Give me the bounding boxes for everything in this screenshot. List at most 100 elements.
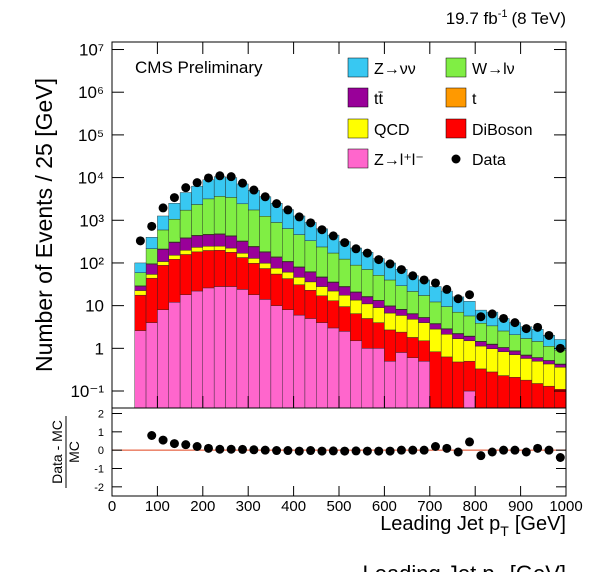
ratio-point: [510, 445, 520, 455]
ratio-point: [465, 437, 475, 447]
ratio-point: [499, 445, 509, 455]
stack-bar: [259, 251, 272, 264]
stack-bar: [270, 305, 283, 408]
ratio-point: [226, 444, 236, 454]
stack-bar: [440, 306, 453, 329]
ratio-y-label: Data - MC MC: [49, 416, 82, 488]
stack-bar: [168, 259, 181, 303]
y-tick-label: 1: [95, 339, 104, 358]
data-point: [533, 322, 543, 332]
stack-bar: [338, 306, 351, 332]
data-point: [510, 318, 520, 328]
stack-bar: [452, 333, 465, 339]
stack-bar: [213, 196, 226, 235]
stack-bar: [191, 290, 203, 408]
stack-bar: [247, 263, 260, 295]
ratio-point: [476, 451, 486, 461]
stack-bar: [350, 299, 362, 314]
x-axis-label: Leading Jet pT [GeV]: [380, 513, 566, 539]
stack-bar: [543, 346, 555, 361]
stack-bar: [202, 250, 215, 289]
stack-bar: [179, 209, 192, 239]
ratio-point: [306, 446, 316, 456]
ratio-y-tick-label: 0: [98, 445, 104, 457]
data-point: [499, 313, 509, 323]
stack-bar: [395, 315, 408, 333]
data-point: [465, 290, 475, 300]
data-point: [351, 244, 361, 254]
stack-bar: [395, 309, 408, 316]
stack-bar: [179, 294, 192, 408]
stack-bar: [247, 246, 260, 259]
ratio-point: [260, 445, 270, 455]
data-point: [135, 236, 145, 246]
stack-bar: [463, 360, 476, 392]
data-point: [294, 212, 304, 222]
legend-swatch: [347, 57, 369, 78]
stack-bar: [247, 294, 260, 408]
legend-swatch: [347, 87, 369, 108]
stack-bar: [270, 268, 283, 275]
stack-bar: [418, 295, 431, 318]
stack-bar: [145, 274, 158, 279]
stack-bar: [316, 286, 328, 297]
ratio-point: [272, 446, 282, 456]
legend-marker: [451, 154, 461, 164]
y-tick-label: 10⁻¹: [70, 382, 104, 401]
stack-bar: [440, 356, 453, 408]
stack-bar: [338, 258, 351, 287]
stack-bar: [282, 309, 294, 408]
stack-bar: [463, 390, 476, 408]
stack-bar: [531, 357, 544, 362]
y-tick-label: 10⁶: [78, 83, 104, 102]
annotation: CMS Preliminary: [135, 58, 263, 77]
legend-swatch: [445, 87, 467, 108]
stack-bar: [509, 354, 521, 378]
lumi-label: 19.7 fb-1 (8 TeV): [446, 8, 566, 28]
ratio-area: [112, 431, 566, 462]
stack-bar: [429, 301, 442, 324]
stack-bar: [282, 271, 294, 279]
data-point: [249, 185, 259, 195]
data-point: [487, 309, 497, 319]
stack-bar: [475, 341, 487, 347]
ratio-point: [294, 446, 304, 456]
stack-bar: [179, 192, 192, 211]
y-tick-label: 10²: [79, 254, 104, 273]
stack-bar: [168, 218, 181, 243]
ratio-point: [317, 446, 327, 456]
stack-bar: [282, 261, 294, 273]
stack-bar: [304, 289, 317, 319]
stack-bar: [259, 262, 272, 269]
stack-bar: [384, 279, 396, 307]
stack-bar: [384, 329, 396, 362]
x-tick-label: 200: [190, 498, 215, 515]
stack-bar: [452, 338, 465, 363]
stack-bar: [293, 284, 306, 316]
stack-bar: [372, 300, 385, 308]
ratio-point: [533, 443, 543, 453]
ratio-point: [555, 453, 565, 462]
stack-bar: [134, 330, 147, 408]
stack-bar: [316, 295, 328, 323]
stack-bar: [361, 318, 374, 349]
lumi-text: 19.7 fb: [446, 9, 498, 28]
legend-label: t: [472, 91, 477, 108]
data-point: [442, 284, 452, 294]
stack-bar: [179, 254, 192, 295]
stack-bar: [282, 278, 294, 310]
ratio-point: [340, 446, 350, 456]
stack-bar: [395, 331, 408, 353]
stack-bar: [293, 234, 306, 268]
stack-bar: [463, 301, 476, 317]
stack-bar: [213, 286, 226, 408]
legend-label: Data: [472, 152, 506, 169]
stack-bar: [316, 322, 328, 408]
ratio-point: [203, 443, 213, 453]
x-label-main: Leading Jet p: [380, 513, 500, 535]
stack-bar: [293, 314, 306, 408]
stack-bar: [338, 331, 351, 408]
stack-bar: [236, 253, 249, 258]
stack-bar: [475, 323, 487, 342]
